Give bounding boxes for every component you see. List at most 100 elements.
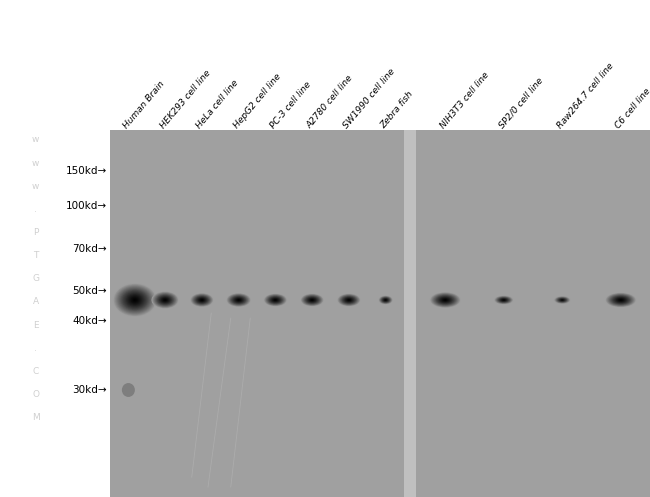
Ellipse shape: [561, 299, 564, 301]
Ellipse shape: [194, 296, 209, 305]
Ellipse shape: [161, 297, 170, 303]
Ellipse shape: [231, 296, 246, 304]
Ellipse shape: [338, 294, 360, 306]
Ellipse shape: [559, 298, 566, 302]
Ellipse shape: [434, 294, 456, 306]
Ellipse shape: [430, 292, 460, 308]
Ellipse shape: [346, 298, 352, 302]
Ellipse shape: [300, 294, 324, 307]
Ellipse shape: [237, 299, 240, 301]
Text: 50kd→: 50kd→: [72, 286, 107, 296]
Text: 100kd→: 100kd→: [66, 201, 107, 211]
Ellipse shape: [162, 298, 168, 302]
Ellipse shape: [201, 299, 203, 301]
Ellipse shape: [437, 296, 453, 304]
Ellipse shape: [503, 300, 505, 301]
Ellipse shape: [610, 295, 631, 305]
Ellipse shape: [554, 296, 570, 304]
Ellipse shape: [191, 294, 213, 306]
Ellipse shape: [500, 298, 508, 302]
Ellipse shape: [310, 299, 315, 301]
Ellipse shape: [560, 299, 565, 301]
Ellipse shape: [606, 293, 635, 307]
Ellipse shape: [384, 299, 387, 301]
Ellipse shape: [116, 286, 153, 315]
Ellipse shape: [272, 298, 279, 302]
Ellipse shape: [499, 298, 509, 303]
Ellipse shape: [606, 293, 636, 307]
Ellipse shape: [500, 298, 507, 302]
Ellipse shape: [558, 298, 567, 302]
Ellipse shape: [502, 299, 506, 301]
Ellipse shape: [309, 298, 315, 302]
Text: 40kd→: 40kd→: [72, 316, 107, 326]
Ellipse shape: [120, 289, 150, 311]
Ellipse shape: [268, 296, 282, 304]
Ellipse shape: [441, 298, 450, 302]
Ellipse shape: [302, 295, 322, 306]
Ellipse shape: [155, 293, 176, 307]
Text: Raw264.7 cell line: Raw264.7 cell line: [555, 61, 616, 130]
Ellipse shape: [379, 296, 392, 304]
Ellipse shape: [274, 299, 277, 301]
Text: w: w: [32, 159, 40, 167]
Ellipse shape: [264, 294, 287, 307]
Ellipse shape: [233, 297, 245, 304]
Ellipse shape: [500, 299, 507, 301]
Ellipse shape: [228, 294, 249, 306]
Ellipse shape: [555, 297, 569, 303]
Ellipse shape: [195, 296, 209, 304]
Ellipse shape: [306, 297, 318, 303]
Ellipse shape: [306, 296, 318, 304]
Ellipse shape: [307, 297, 317, 303]
Ellipse shape: [235, 298, 242, 302]
Ellipse shape: [200, 299, 203, 301]
Bar: [110, 130, 404, 497]
Ellipse shape: [380, 297, 391, 303]
Ellipse shape: [128, 295, 142, 305]
Ellipse shape: [497, 297, 511, 303]
Ellipse shape: [266, 295, 284, 305]
Ellipse shape: [122, 290, 148, 310]
Ellipse shape: [383, 298, 388, 302]
Ellipse shape: [160, 297, 170, 304]
Ellipse shape: [190, 293, 213, 307]
Ellipse shape: [151, 291, 179, 309]
Ellipse shape: [156, 294, 174, 306]
Ellipse shape: [344, 297, 354, 303]
Ellipse shape: [495, 296, 512, 304]
Ellipse shape: [153, 292, 177, 308]
Ellipse shape: [616, 298, 625, 302]
Ellipse shape: [498, 297, 510, 303]
Ellipse shape: [380, 296, 392, 304]
Ellipse shape: [159, 296, 171, 304]
Ellipse shape: [556, 297, 569, 303]
Ellipse shape: [384, 299, 388, 301]
Ellipse shape: [266, 295, 285, 305]
Ellipse shape: [265, 294, 286, 306]
Text: P: P: [33, 228, 38, 237]
Text: 30kd→: 30kd→: [72, 385, 107, 395]
Ellipse shape: [123, 291, 147, 309]
Ellipse shape: [499, 298, 508, 302]
Ellipse shape: [134, 299, 136, 301]
Ellipse shape: [557, 297, 567, 303]
Ellipse shape: [308, 298, 316, 302]
Text: 150kd→: 150kd→: [66, 166, 107, 176]
Ellipse shape: [133, 298, 137, 302]
Ellipse shape: [193, 295, 211, 305]
Ellipse shape: [302, 294, 322, 306]
Ellipse shape: [301, 294, 323, 306]
Ellipse shape: [196, 297, 207, 303]
Ellipse shape: [499, 298, 508, 302]
Ellipse shape: [231, 296, 246, 305]
Ellipse shape: [382, 298, 389, 303]
Ellipse shape: [608, 294, 633, 306]
Text: w: w: [32, 136, 40, 145]
Ellipse shape: [558, 298, 566, 302]
Ellipse shape: [125, 292, 145, 308]
Ellipse shape: [227, 294, 250, 306]
Ellipse shape: [556, 297, 568, 303]
Ellipse shape: [441, 298, 449, 302]
Ellipse shape: [157, 295, 174, 305]
